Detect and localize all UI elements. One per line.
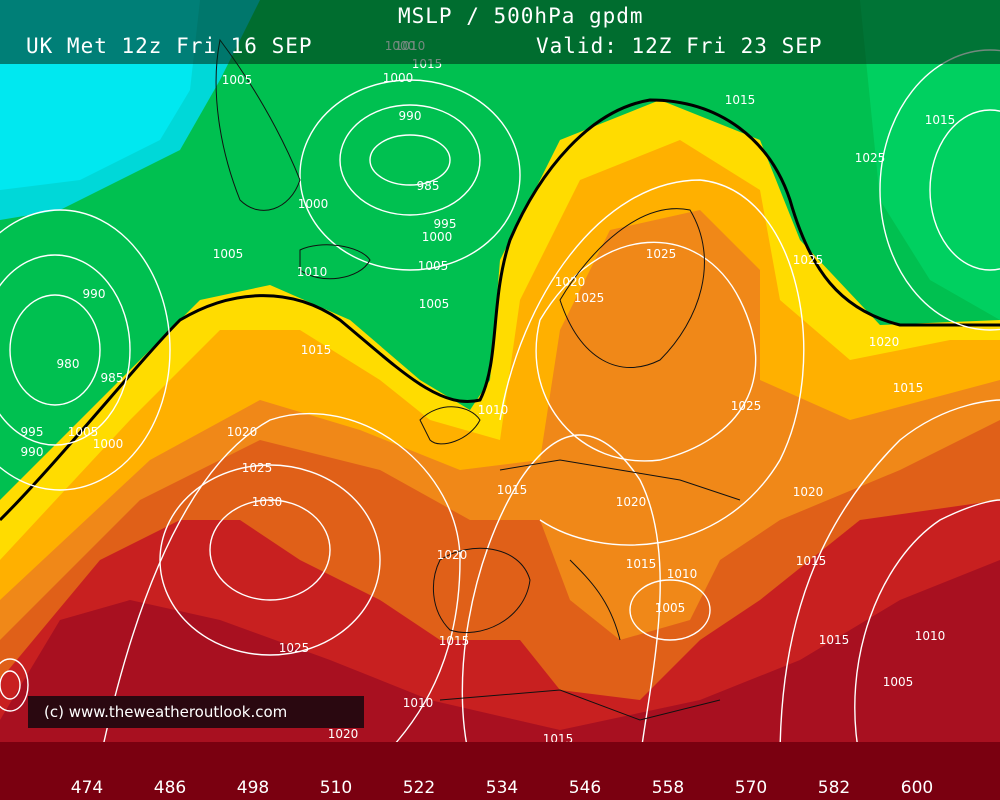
legend-label: 600: [900, 778, 934, 798]
isobar-label: 1005: [68, 425, 99, 439]
legend-label: 498: [236, 778, 270, 798]
isobar-label: 995: [434, 217, 457, 231]
legend-label: 486: [153, 778, 187, 798]
coast-europe-mid: [499, 459, 741, 501]
isobar-1010-east: [779, 399, 1000, 761]
isobar-low-980: [9, 294, 101, 406]
isobar-label: 1025: [646, 247, 677, 261]
isobars: [0, 49, 1000, 761]
isobar-1015-med: [461, 434, 661, 761]
coast-scandinavia: [559, 208, 705, 368]
isobar-label: 990: [21, 445, 44, 459]
isobar-label: 990: [83, 287, 106, 301]
isobar-high-1030: [209, 499, 331, 601]
isobar-label: 1000: [383, 71, 414, 85]
isobar-label: 990: [399, 109, 422, 123]
isobar-1005-balkans: [629, 579, 711, 641]
legend-label: 522: [402, 778, 436, 798]
legend-label: 510: [319, 778, 353, 798]
model-run-label: UK Met 12z Fri 16 SEP: [26, 34, 313, 58]
coastlines: [215, 38, 741, 721]
isobar-label: 1010: [915, 629, 946, 643]
isobar-label: 1020: [616, 495, 647, 509]
legend-label: 582: [817, 778, 851, 798]
isobar-label: 1020: [437, 548, 468, 562]
legend-label: 546: [568, 778, 602, 798]
chart-title: MSLP / 500hPa gpdm: [398, 4, 644, 28]
coast-iberia: [432, 547, 531, 634]
coast-italy: [569, 559, 621, 641]
legend-label: 558: [651, 778, 685, 798]
isobar-label: 1015: [796, 554, 827, 568]
isobar-label: 1005: [883, 675, 914, 689]
legend-label: 534: [485, 778, 519, 798]
isobar-label: 1020: [227, 425, 258, 439]
isobar-label: 1015: [893, 381, 924, 395]
isobar-label: 1025: [731, 399, 762, 413]
isobar-label: 1025: [855, 151, 886, 165]
isobar-low-990b: [0, 209, 171, 491]
isobar-label: 1010: [667, 567, 698, 581]
isobar-label: 1010: [478, 403, 509, 417]
isobar-1020-scand: [499, 179, 805, 546]
isobar-label: 1015: [439, 634, 470, 648]
isobar-label: 1005: [213, 247, 244, 261]
isobar-label: 1010: [403, 696, 434, 710]
isobar-label: 995: [21, 425, 44, 439]
isobar-label: 1000: [298, 197, 329, 211]
isobar-label: 1015: [626, 557, 657, 571]
isobar-label: 1000: [422, 230, 453, 244]
isobar-label: 980: [57, 357, 80, 371]
isobar-label: 1015: [925, 113, 956, 127]
isobar-label: 1020: [328, 727, 359, 741]
gpdm-552-contour: [0, 98, 1000, 522]
isobar-low-990: [339, 104, 481, 216]
isobar-label: 1015: [725, 93, 756, 107]
isobar-label: 1000: [93, 437, 124, 451]
isobar-label: 1015: [819, 633, 850, 647]
isobar-label: 1020: [793, 485, 824, 499]
coast-uk: [419, 406, 481, 445]
isobar-1005-east: [854, 499, 1000, 761]
isobar-label: 1005: [222, 73, 253, 87]
coast-iceland: [299, 244, 371, 280]
isobar-label: 1005: [418, 259, 449, 273]
isobar-1020: [99, 413, 461, 761]
valid-time-label: Valid: 12Z Fri 23 SEP: [536, 34, 823, 58]
isobar-low-985: [369, 134, 451, 186]
isobar-label: 1025: [793, 253, 824, 267]
isobar-label: 985: [417, 179, 440, 193]
isobar-hurricane-2: [0, 658, 29, 712]
isobar-label: 1025: [242, 461, 273, 475]
legend-label: 474: [70, 778, 104, 798]
isobar-label: 1025: [279, 641, 310, 655]
coast-greenland: [215, 38, 301, 211]
isobar-label: 1015: [301, 343, 332, 357]
isobar-label: 1010: [297, 265, 328, 279]
isobar-high-1025-scand: [535, 241, 757, 462]
isobar-high-1025: [159, 464, 381, 656]
isobar-label: 1005: [655, 601, 686, 615]
isobar-label: 1020: [555, 275, 586, 289]
isobar-low-995: [299, 79, 521, 271]
isobar-label: 985: [101, 371, 124, 385]
coast-north-africa: [439, 689, 721, 721]
green-east-field: [860, 0, 1000, 320]
legend-label: 570: [734, 778, 768, 798]
isobar-low-ne: [929, 109, 1000, 271]
isobar-low-985b: [0, 254, 131, 446]
isobar-label: 1005: [419, 297, 450, 311]
header-banner: [0, 0, 1000, 64]
isobar-label: 1020: [869, 335, 900, 349]
isobar-label: 1015: [497, 483, 528, 497]
credit-label: (c) www.theweatheroutlook.com: [28, 696, 364, 728]
isobar-label: 1025: [574, 291, 605, 305]
isobar-hurricane: [0, 670, 21, 700]
legend-bar: [0, 742, 1000, 800]
isobar-label: 1030: [252, 495, 283, 509]
